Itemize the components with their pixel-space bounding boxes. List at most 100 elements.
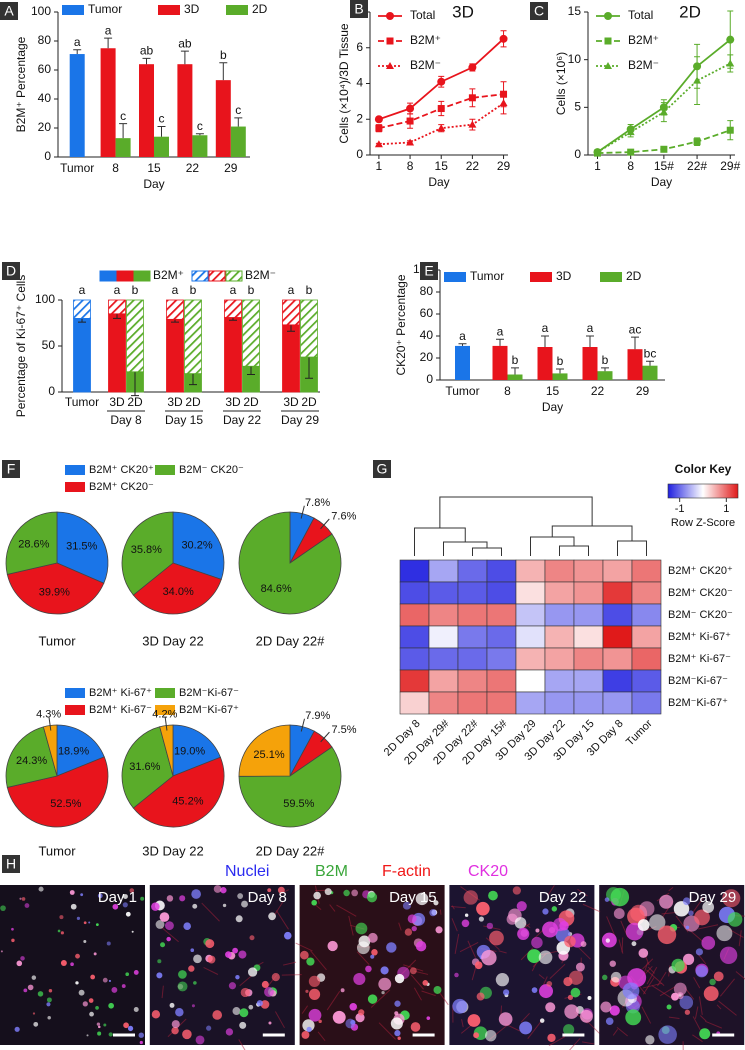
cell xyxy=(235,915,243,923)
significance-letter: b xyxy=(220,48,227,62)
marker xyxy=(468,63,477,72)
cell xyxy=(212,1010,223,1020)
cell xyxy=(580,1009,593,1023)
legend-swatch xyxy=(225,270,243,282)
cell xyxy=(345,1018,356,1029)
cell xyxy=(545,1002,556,1013)
cell xyxy=(637,919,650,931)
cell xyxy=(11,938,15,943)
label-leader xyxy=(48,717,52,731)
marker xyxy=(604,62,612,69)
data-label: 7.6% xyxy=(331,511,356,523)
cell xyxy=(719,946,738,964)
bar xyxy=(552,373,568,380)
y-tick-label: 100 xyxy=(31,4,51,18)
dendrogram-branch xyxy=(439,496,593,528)
y-axis-label: Percentage of Ki-67⁺ Cells xyxy=(14,275,28,417)
cell xyxy=(709,978,716,986)
bar xyxy=(115,138,131,157)
cell xyxy=(695,948,703,956)
error-bar xyxy=(458,343,467,346)
pie-slice xyxy=(172,511,225,580)
error-bar xyxy=(646,360,654,366)
cell xyxy=(192,903,198,909)
marker xyxy=(499,34,508,43)
cell xyxy=(535,928,540,933)
marker xyxy=(406,138,415,146)
cell xyxy=(27,984,34,991)
cell xyxy=(256,1000,263,1007)
cell xyxy=(433,986,442,994)
significance-letter: b xyxy=(248,283,255,297)
legend-marker xyxy=(386,12,394,20)
row-label: B2M⁺ CK20⁻ xyxy=(668,587,733,599)
y-tick-label: 5 xyxy=(574,100,581,114)
cell xyxy=(631,941,637,947)
cell xyxy=(193,954,202,964)
heatmap-cell xyxy=(457,603,488,627)
cell xyxy=(301,1030,310,1039)
cell xyxy=(318,1019,322,1024)
x-axis-label: Day xyxy=(542,400,563,414)
legend-swatch xyxy=(600,272,622,282)
cell xyxy=(409,967,417,975)
cell xyxy=(206,1025,212,1031)
cell xyxy=(96,1022,101,1026)
cell xyxy=(703,986,719,1001)
heatmap-cell xyxy=(602,581,633,605)
actin-fiber xyxy=(454,933,460,954)
cell xyxy=(277,886,285,894)
error-bar xyxy=(104,37,113,49)
heatmap-cell xyxy=(515,603,546,627)
cell xyxy=(688,910,694,916)
marker xyxy=(626,128,635,136)
marker xyxy=(468,120,477,128)
cell xyxy=(175,1008,184,1017)
bar-segment xyxy=(282,299,300,326)
panel-label: D xyxy=(6,263,16,279)
y-tick-label: 20 xyxy=(38,120,52,134)
cell xyxy=(699,1028,711,1040)
actin-fiber xyxy=(582,903,601,913)
data-label: 34.0% xyxy=(163,586,194,598)
color-key-label: Row Z-Score xyxy=(671,517,735,529)
pie-slice xyxy=(5,726,58,788)
data-label: 59.5% xyxy=(283,798,314,810)
cell xyxy=(240,987,250,998)
channel-label: Nuclei xyxy=(225,863,269,880)
heatmap-cell xyxy=(457,559,488,583)
heatmap-cell xyxy=(515,647,546,671)
cell xyxy=(605,1017,614,1026)
cell xyxy=(433,900,439,906)
legend-marker xyxy=(604,37,612,45)
actin-fiber xyxy=(378,1022,396,1040)
cell xyxy=(305,989,309,993)
cell xyxy=(125,972,130,977)
data-label: 7.8% xyxy=(305,497,330,509)
cell xyxy=(481,949,497,966)
day-label: Day 8 xyxy=(248,889,287,906)
actin-fiber xyxy=(203,966,219,975)
cell xyxy=(220,887,227,894)
data-label: 28.6% xyxy=(18,538,49,550)
panel-label-box xyxy=(2,460,20,478)
x-tick-label: 3D xyxy=(283,395,299,409)
cell xyxy=(171,1020,180,1029)
cell xyxy=(267,888,272,893)
actin-fiber xyxy=(543,976,548,985)
cell xyxy=(237,893,244,899)
actin-fiber xyxy=(647,966,655,974)
legend-label: B2M⁺ CK20⁺ xyxy=(89,464,154,476)
cell xyxy=(682,897,691,906)
marker xyxy=(499,99,508,107)
marker xyxy=(375,124,383,132)
marker xyxy=(726,35,735,44)
significance-letter: b xyxy=(132,283,139,297)
actin-fiber xyxy=(326,991,341,1011)
x-tick-label: 2D xyxy=(185,395,201,409)
row-label: B2M⁻ CK20⁻ xyxy=(668,609,733,621)
cell xyxy=(542,921,559,938)
cell xyxy=(300,950,309,960)
cell xyxy=(83,940,87,944)
legend-marker xyxy=(604,62,612,69)
